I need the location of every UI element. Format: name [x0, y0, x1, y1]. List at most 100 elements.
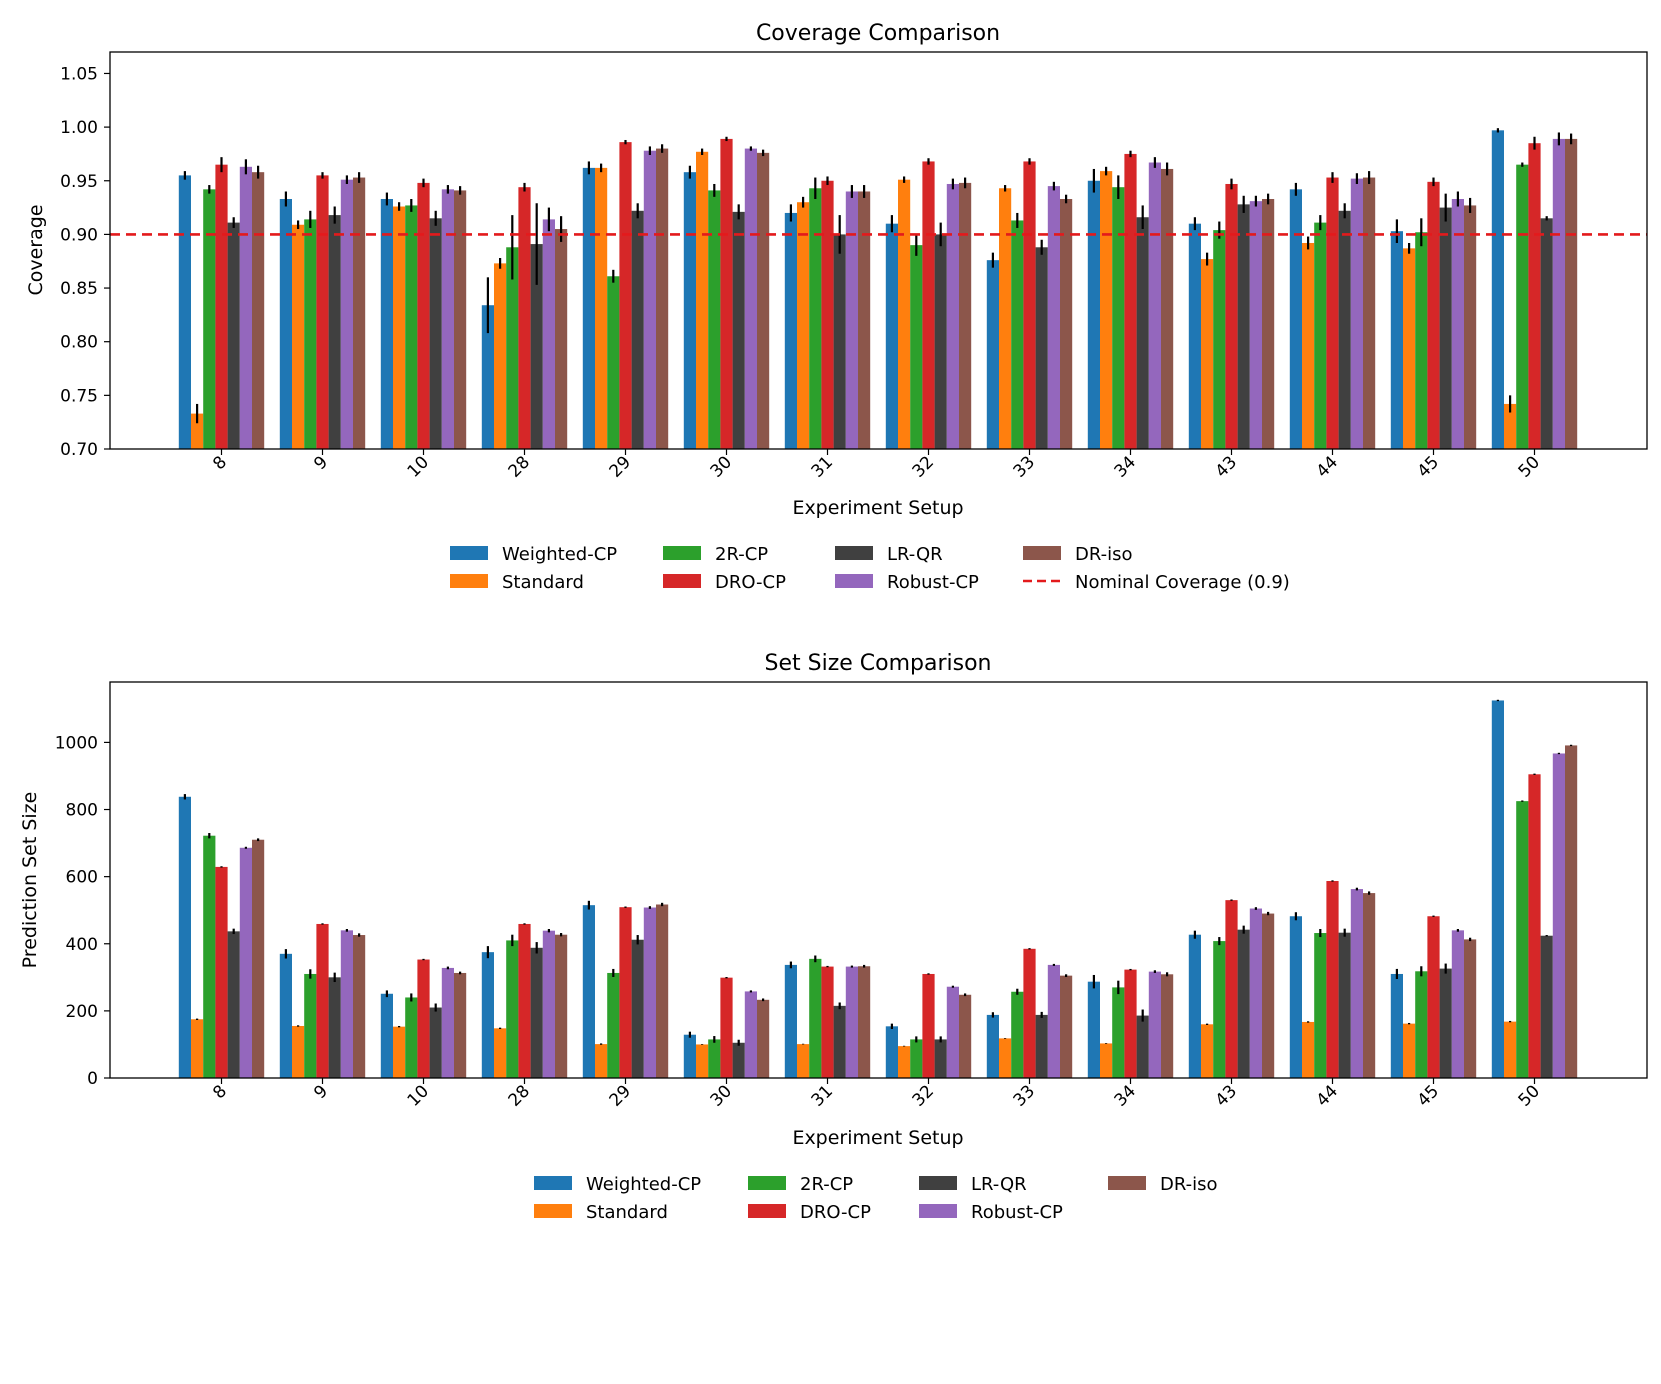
bar-2r-cp [506, 247, 519, 449]
x-tick-label: 10 [404, 1081, 433, 1110]
legend-swatch [748, 1204, 786, 1218]
bar-weighted-cp [1188, 223, 1201, 449]
bar-dr-iso [454, 190, 467, 449]
bar-dr-iso [1060, 198, 1073, 449]
bar-standard [191, 413, 204, 449]
legend-label: Standard [502, 572, 584, 593]
bar-dr-iso [353, 935, 366, 1078]
bar-robust-cp [1552, 753, 1565, 1078]
legend-swatch [835, 574, 873, 588]
legend-label: Robust-CP [971, 1202, 1063, 1223]
y-tick-label: 400 [66, 935, 98, 955]
bar-lr-qr [934, 1039, 947, 1078]
bar-standard [191, 1019, 204, 1078]
bar-lr-qr [1035, 1014, 1048, 1078]
bar-standard [1201, 1024, 1214, 1078]
bar-dr-iso [1565, 745, 1578, 1078]
bar-2r-cp [304, 973, 317, 1078]
bar-weighted-cp [1188, 934, 1201, 1078]
bar-dro-cp [821, 180, 834, 449]
legend-swatch [534, 1204, 572, 1218]
bar-standard [393, 206, 406, 449]
bar-2r-cp [203, 189, 216, 449]
bar-lr-qr [1439, 968, 1452, 1078]
bar-weighted-cp [885, 223, 898, 449]
bar-dro-cp [1124, 969, 1137, 1078]
bar-lr-qr [227, 931, 240, 1078]
bar-dro-cp [1225, 183, 1238, 449]
bar-dr-iso [858, 966, 871, 1078]
bar-weighted-cp [178, 796, 191, 1078]
bar-weighted-cp [481, 952, 494, 1078]
bar-robust-cp [1249, 908, 1262, 1078]
coverage-chart: Coverage Comparison 0.70 0.75 0.80 0.85 0.90… [25, 21, 1648, 593]
bar-dr-iso [252, 839, 265, 1078]
x-tick-label: 31 [808, 452, 837, 481]
y-tick-label: 0 [87, 1069, 98, 1089]
bar-robust-cp [946, 183, 959, 449]
y-tick-label: 0.90 [60, 225, 98, 245]
x-tick-label: 10 [404, 452, 433, 481]
bar-lr-qr [1237, 204, 1250, 449]
bar-standard [898, 1046, 911, 1078]
bar-standard [1302, 242, 1315, 449]
bar-dro-cp [518, 923, 531, 1078]
x-tick-label: 30 [707, 452, 736, 481]
bar-dro-cp [316, 923, 329, 1078]
bar-weighted-cp [481, 305, 494, 449]
y-tick-label: 0.70 [60, 440, 98, 460]
bar-2r-cp [1516, 164, 1529, 449]
bar-standard [1504, 403, 1517, 449]
bar-weighted-cp [1390, 973, 1403, 1078]
y-axis-label: Coverage [25, 204, 47, 295]
bar-robust-cp [239, 166, 252, 449]
bar-weighted-cp [1491, 130, 1504, 449]
legend-label: Robust-CP [887, 572, 979, 593]
bar-dro-cp [720, 138, 733, 449]
bar-dro-cp [1528, 143, 1541, 449]
legend-swatch [663, 574, 701, 588]
bar-robust-cp [1451, 198, 1464, 449]
plot-frame [109, 681, 1648, 1079]
bar-lr-qr [1439, 207, 1452, 449]
bar-weighted-cp [1087, 180, 1100, 449]
bar-weighted-cp [683, 1034, 696, 1078]
bar-robust-cp [1148, 162, 1161, 449]
bar-robust-cp [643, 150, 656, 450]
plot-frame [109, 51, 1648, 450]
bar-dro-cp [1427, 916, 1440, 1078]
bar-dr-iso [959, 182, 972, 449]
legend-label: DR-iso [1075, 544, 1133, 565]
x-tick-label: 32 [909, 452, 938, 481]
bar-robust-cp [340, 930, 353, 1078]
legend-label: Weighted-CP [502, 544, 617, 565]
y-tick-label: 0.80 [60, 333, 98, 353]
bar-dr-iso [757, 152, 770, 449]
bar-robust-cp [1552, 138, 1565, 449]
bar-2r-cp [910, 245, 923, 449]
bar-dro-cp [619, 907, 632, 1078]
y-tick-label: 0.85 [60, 279, 98, 299]
y-tick-label: 0.95 [60, 172, 98, 192]
bar-standard [696, 151, 709, 449]
x-tick-label: 33 [1010, 452, 1039, 481]
bar-dr-iso [1060, 975, 1073, 1078]
bar-lr-qr [530, 947, 543, 1078]
x-tick-label: 9 [310, 452, 332, 474]
plot-area: 0 200 400 600 800 1000 8 9 10 28 29 30 31 32 33 34 43 44 4… [55, 699, 1578, 1111]
x-tick-label: 28 [505, 452, 534, 481]
bar-weighted-cp [986, 260, 999, 449]
bar-2r-cp [708, 190, 721, 449]
bar-standard [999, 1038, 1012, 1078]
bar-2r-cp [607, 276, 620, 449]
bar-lr-qr [631, 939, 644, 1078]
bar-2r-cp [405, 997, 418, 1078]
bar-2r-cp [1011, 991, 1024, 1078]
bar-2r-cp [1314, 222, 1327, 449]
legend-swatch [919, 1176, 957, 1190]
bar-dro-cp [720, 977, 733, 1078]
bar-lr-qr [429, 1007, 442, 1078]
bar-dro-cp [417, 959, 430, 1078]
bar-weighted-cp [582, 167, 595, 449]
bar-lr-qr [1338, 932, 1351, 1078]
